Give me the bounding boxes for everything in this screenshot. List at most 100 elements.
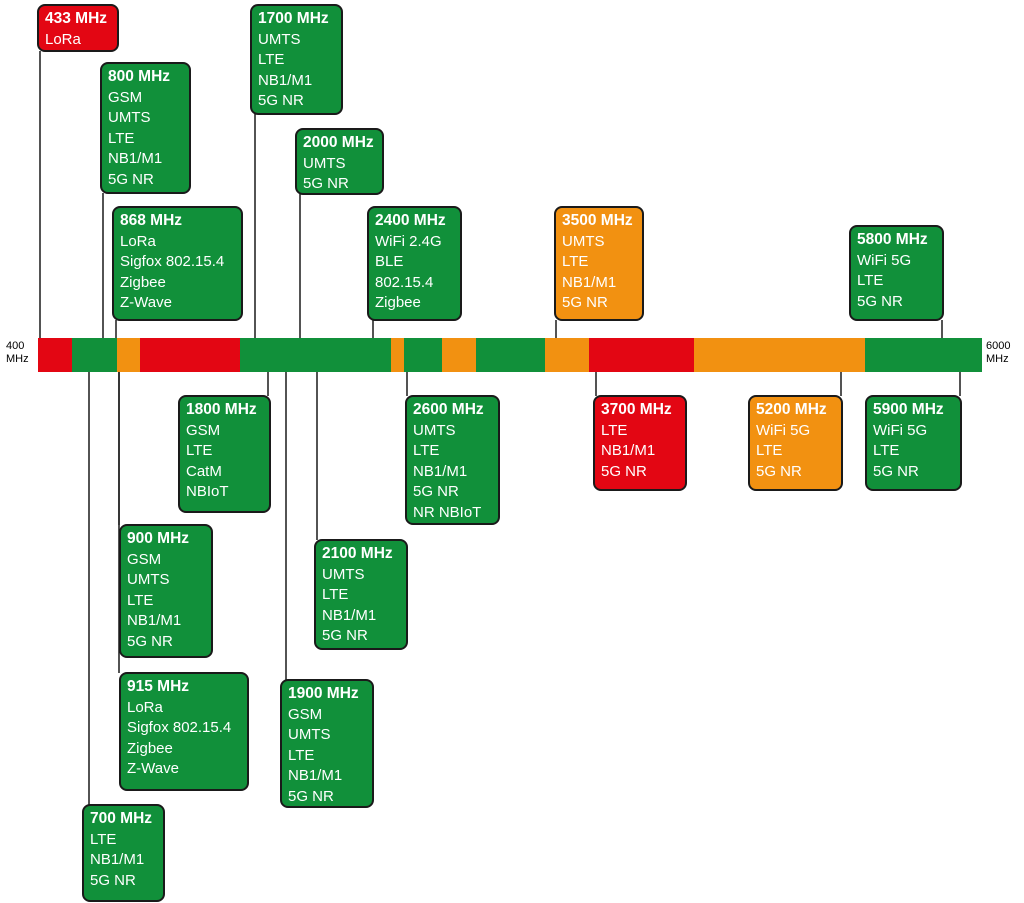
frequency-bar bbox=[38, 338, 982, 372]
band-technology: NB1/M1 bbox=[90, 851, 145, 868]
band-technology: LTE bbox=[562, 253, 589, 270]
band-technology: WiFi 2.4G bbox=[375, 232, 442, 250]
band-box: 3700 MHz LTE NB1/M1 5G NR bbox=[593, 395, 687, 491]
axis-end-unit: MHz bbox=[986, 353, 1009, 365]
band-box: 1800 MHz GSM LTE CatM NBIoT bbox=[178, 395, 271, 513]
band-technology: 802.15.4 bbox=[375, 273, 434, 291]
band-technology: LTE bbox=[601, 421, 628, 439]
band-technology: GSM bbox=[108, 88, 143, 106]
band-box: 868 MHz LoRa Sigfox 802.15.4 Zigbee Z-Wave bbox=[112, 206, 243, 321]
band-technology: LTE bbox=[322, 586, 349, 603]
band-box: 700 MHz LTE NB1/M1 5G NR bbox=[82, 804, 165, 902]
band-technology: UMTS bbox=[258, 30, 301, 48]
bar-segment bbox=[72, 338, 117, 372]
bar-segment bbox=[140, 338, 240, 372]
band-frequency: 868 MHz bbox=[120, 212, 183, 229]
band-technology: UMTS bbox=[303, 154, 346, 172]
band-technology: LTE bbox=[873, 442, 900, 459]
band-technology: NB1/M1 bbox=[108, 150, 163, 167]
band-technology: UMTS bbox=[108, 109, 151, 126]
band-technology: Sigfox 802.15.4 bbox=[127, 719, 232, 736]
band-technology: CatM bbox=[186, 462, 222, 480]
bar-segment bbox=[117, 338, 140, 372]
band-technology: GSM bbox=[288, 705, 323, 723]
band-frequency: 800 MHz bbox=[108, 68, 171, 85]
band-frequency: 700 MHz bbox=[90, 810, 153, 827]
band-frequency: 2000 MHz bbox=[303, 134, 374, 151]
band-technology: LTE bbox=[127, 591, 154, 609]
band-frequency: 2600 MHz bbox=[413, 401, 484, 418]
bar-segment bbox=[442, 338, 476, 372]
band-box: 5800 MHz WiFi 5G LTE 5G NR bbox=[849, 225, 944, 321]
band-technology: 5G NR bbox=[562, 294, 608, 311]
band-box: 1700 MHz UMTS LTE NB1/M1 5G NR bbox=[250, 4, 343, 115]
band-technology: LoRa bbox=[120, 232, 156, 250]
band-technology: NBIoT bbox=[186, 483, 229, 500]
band-technology: NB1/M1 bbox=[127, 612, 182, 629]
bar-segment bbox=[38, 338, 72, 372]
band-technology: UMTS bbox=[562, 232, 605, 250]
band-technology: LTE bbox=[108, 129, 135, 147]
band-technology: NB1/M1 bbox=[413, 462, 468, 480]
band-box: 433 MHz LoRa bbox=[37, 4, 119, 52]
band-box: 900 MHz GSM UMTS LTE NB1/M1 5G NR bbox=[119, 524, 213, 658]
bar-segment bbox=[694, 338, 865, 372]
band-box: 800 MHz GSM UMTS LTE NB1/M1 5G NR bbox=[100, 62, 191, 194]
band-technology: BLE bbox=[375, 253, 404, 270]
band-frequency: 3700 MHz bbox=[601, 401, 672, 418]
band-frequency: 915 MHz bbox=[127, 678, 190, 695]
bar-segment bbox=[240, 338, 391, 372]
band-technology: 5G NR bbox=[258, 92, 304, 109]
band-box: 2400 MHz WiFi 2.4G BLE 802.15.4 Zigbee bbox=[367, 206, 462, 321]
axis-end-value: 6000 bbox=[986, 340, 1011, 352]
band-technology: 5G NR bbox=[303, 175, 349, 192]
band-technology: WiFi 5G bbox=[756, 421, 811, 439]
axis-start-value: 400 bbox=[6, 340, 25, 352]
band-technology: 5G NR bbox=[90, 871, 136, 889]
band-box: 1900 MHz GSM UMTS LTE NB1/M1 5G NR bbox=[280, 679, 374, 808]
band-box: 2600 MHz UMTS LTE NB1/M1 5G NR NR NBIoT bbox=[405, 395, 500, 525]
band-technology: Sigfox 802.15.4 bbox=[120, 253, 225, 270]
band-technology: LTE bbox=[413, 442, 440, 459]
band-frequency: 5200 MHz bbox=[756, 401, 827, 418]
band-technology: 5G NR bbox=[873, 462, 919, 480]
band-technology: NB1/M1 bbox=[288, 767, 343, 784]
band-technology: 5G NR bbox=[756, 462, 802, 480]
band-frequency: 1800 MHz bbox=[186, 401, 257, 418]
band-frequency: 900 MHz bbox=[127, 530, 190, 547]
band-technology: WiFi 5G bbox=[857, 251, 912, 269]
band-technology: 5G NR bbox=[601, 462, 647, 480]
band-technology: Z-Wave bbox=[127, 760, 179, 777]
band-technology: UMTS bbox=[288, 726, 331, 743]
band-technology: 5G NR bbox=[127, 632, 173, 650]
bar-segment bbox=[476, 338, 545, 372]
band-technology: WiFi 5G bbox=[873, 421, 928, 439]
band-box: 2000 MHz UMTS 5G NR bbox=[295, 128, 384, 195]
bar-segment bbox=[865, 338, 982, 372]
band-technology: 5G NR bbox=[413, 483, 459, 500]
band-technology: LTE bbox=[90, 830, 117, 848]
band-technology: LTE bbox=[857, 272, 884, 289]
band-frequency: 2100 MHz bbox=[322, 545, 393, 562]
band-frequency: 5900 MHz bbox=[873, 401, 944, 418]
band-technology: LoRa bbox=[45, 30, 81, 48]
band-technology: LTE bbox=[288, 746, 315, 764]
band-technology: UMTS bbox=[413, 421, 456, 439]
band-technology: GSM bbox=[127, 550, 162, 568]
band-frequency: 3500 MHz bbox=[562, 212, 633, 229]
band-box: 5200 MHz WiFi 5G LTE 5G NR bbox=[748, 395, 843, 491]
band-technology: 5G NR bbox=[288, 787, 334, 805]
band-technology: NB1/M1 bbox=[322, 606, 377, 624]
band-technology: LoRa bbox=[127, 698, 163, 716]
band-technology: 5G NR bbox=[322, 627, 368, 644]
band-technology: 5G NR bbox=[108, 170, 154, 188]
band-technology: Zigbee bbox=[375, 294, 421, 311]
band-box: 5900 MHz WiFi 5G LTE 5G NR bbox=[865, 395, 962, 491]
band-technology: 5G NR bbox=[857, 292, 903, 310]
band-technology: LTE bbox=[756, 442, 783, 459]
connector-lines bbox=[39, 51, 961, 805]
axis-end-label: 6000 MHz bbox=[986, 340, 1010, 366]
band-technology: NB1/M1 bbox=[601, 442, 656, 459]
axis-start-label: 400 MHz bbox=[6, 340, 29, 366]
